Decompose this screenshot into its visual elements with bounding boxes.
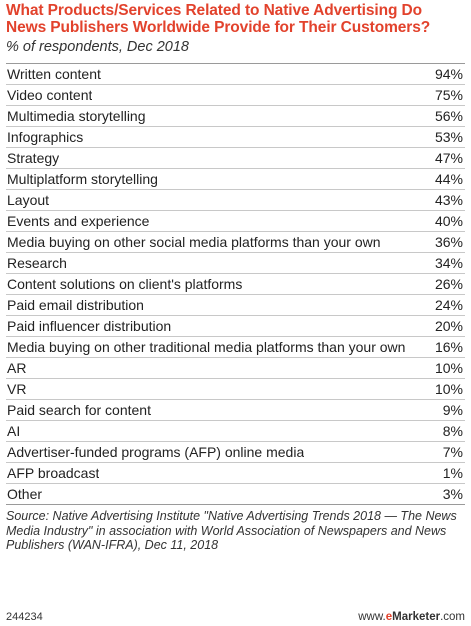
brand-e: e bbox=[385, 611, 393, 623]
data-table: Written content 94% Video content 75% Multim… bbox=[6, 63, 465, 505]
table-row: Research 34% bbox=[6, 253, 465, 274]
row-label: AFP broadcast bbox=[7, 465, 100, 481]
row-label: Strategy bbox=[7, 150, 60, 166]
table-row: Multiplatform storytelling 44% bbox=[6, 169, 465, 190]
row-label: Written content bbox=[7, 66, 101, 82]
row-value: 9% bbox=[442, 402, 463, 418]
row-label: AR bbox=[7, 360, 27, 376]
row-value: 16% bbox=[434, 339, 463, 355]
table-row: Paid email distribution 24% bbox=[6, 295, 465, 316]
row-value: 75% bbox=[434, 87, 463, 103]
row-value: 94% bbox=[434, 66, 463, 82]
row-label: Paid influencer distribution bbox=[7, 318, 172, 334]
row-label: Other bbox=[7, 486, 43, 502]
row-value: 8% bbox=[442, 423, 463, 439]
table-row: Media buying on other traditional media … bbox=[6, 337, 465, 358]
row-value: 7% bbox=[442, 444, 463, 460]
row-label: AI bbox=[7, 423, 21, 439]
row-value: 40% bbox=[434, 213, 463, 229]
row-label: Events and experience bbox=[7, 213, 150, 229]
row-value: 24% bbox=[434, 297, 463, 313]
footer: 244234 www.eMarketer.com bbox=[6, 611, 465, 623]
row-value: 20% bbox=[434, 318, 463, 334]
table-row: VR 10% bbox=[6, 379, 465, 400]
brand-prefix: www. bbox=[358, 611, 386, 623]
row-label: Paid search for content bbox=[7, 402, 151, 418]
row-label: Layout bbox=[7, 192, 50, 208]
table-row: Layout 43% bbox=[6, 190, 465, 211]
table-row: AR 10% bbox=[6, 358, 465, 379]
row-value: 26% bbox=[434, 276, 463, 292]
row-label: Multimedia storytelling bbox=[7, 108, 146, 124]
brand-name: Marketer bbox=[392, 611, 441, 623]
row-value: 34% bbox=[434, 255, 463, 271]
row-value: 10% bbox=[434, 381, 463, 397]
row-label: Research bbox=[7, 255, 67, 271]
row-value: 56% bbox=[434, 108, 463, 124]
table-row: Written content 94% bbox=[6, 64, 465, 85]
row-value: 47% bbox=[434, 150, 463, 166]
row-value: 1% bbox=[442, 465, 463, 481]
chart-subtitle: % of respondents, Dec 2018 bbox=[6, 39, 189, 55]
row-label: Video content bbox=[7, 87, 93, 103]
table-row: AI 8% bbox=[6, 421, 465, 442]
row-label: Multiplatform storytelling bbox=[7, 171, 158, 187]
row-label: Paid email distribution bbox=[7, 297, 144, 313]
row-label: Media buying on other social media platf… bbox=[7, 234, 381, 250]
row-value: 10% bbox=[434, 360, 463, 376]
table-row: Strategy 47% bbox=[6, 148, 465, 169]
table-row: Multimedia storytelling 56% bbox=[6, 106, 465, 127]
row-label: Advertiser-funded programs (AFP) online … bbox=[7, 444, 305, 460]
row-label: Infographics bbox=[7, 129, 84, 145]
row-value: 3% bbox=[442, 486, 463, 502]
table-row: Other 3% bbox=[6, 484, 465, 505]
table-row: Media buying on other social media platf… bbox=[6, 232, 465, 253]
table-row: Video content 75% bbox=[6, 85, 465, 106]
row-value: 36% bbox=[434, 234, 463, 250]
source-note: Source: Native Advertising Institute "Na… bbox=[6, 509, 457, 552]
table-row: Advertiser-funded programs (AFP) online … bbox=[6, 442, 465, 463]
table-row: Paid influencer distribution 20% bbox=[6, 316, 465, 337]
table-row: Paid search for content 9% bbox=[6, 400, 465, 421]
row-value: 53% bbox=[434, 129, 463, 145]
table-row: Events and experience 40% bbox=[6, 211, 465, 232]
brand-logo[interactable]: www.eMarketer.com bbox=[358, 611, 465, 623]
row-label: Media buying on other traditional media … bbox=[7, 339, 406, 355]
table-row: Content solutions on client's platforms 2… bbox=[6, 274, 465, 295]
chart-id: 244234 bbox=[6, 611, 43, 623]
row-label: Content solutions on client's platforms bbox=[7, 276, 243, 292]
brand-suffix: .com bbox=[440, 611, 465, 623]
row-label: VR bbox=[7, 381, 27, 397]
chart-title: What Products/Services Related to Native… bbox=[6, 2, 431, 36]
row-value: 44% bbox=[434, 171, 463, 187]
table-row: AFP broadcast 1% bbox=[6, 463, 465, 484]
row-value: 43% bbox=[434, 192, 463, 208]
table-row: Infographics 53% bbox=[6, 127, 465, 148]
